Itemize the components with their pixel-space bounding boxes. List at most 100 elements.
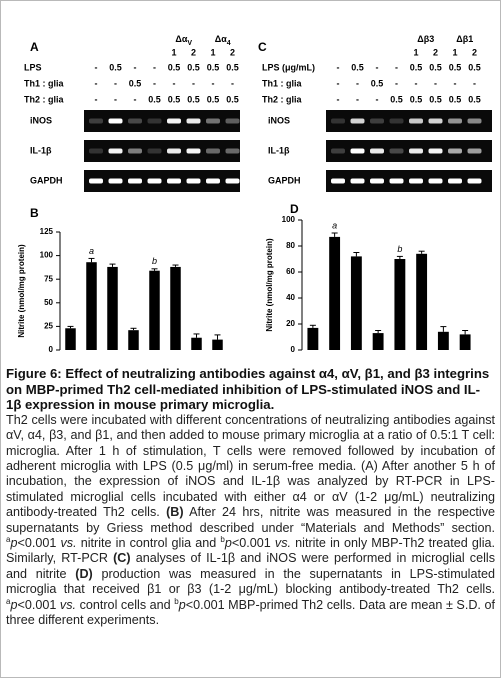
bar bbox=[107, 266, 118, 350]
caption-text: p bbox=[224, 536, 232, 551]
row-label: Th1 : glia bbox=[24, 78, 64, 88]
gel-band bbox=[167, 118, 181, 124]
gel bbox=[84, 110, 240, 132]
gel-band bbox=[225, 118, 240, 124]
y-tick-label: 0 bbox=[291, 345, 296, 354]
gel-band bbox=[108, 148, 123, 154]
gel-band bbox=[108, 178, 123, 184]
caption-text: a bbox=[6, 596, 11, 606]
y-tick-label: 100 bbox=[40, 251, 54, 260]
cell: 0.5 bbox=[449, 62, 462, 72]
gel-band bbox=[389, 118, 404, 124]
caption-text: vs. bbox=[60, 536, 77, 551]
lane-number: 1 bbox=[171, 47, 176, 57]
cell: 0.5 bbox=[468, 62, 481, 72]
group-label: 4 bbox=[227, 40, 231, 47]
caption-text: p bbox=[178, 597, 186, 612]
gel-band bbox=[428, 148, 443, 154]
gel-band bbox=[350, 118, 365, 124]
gel-band bbox=[128, 178, 142, 184]
bar-label: a bbox=[332, 220, 337, 230]
cell: 0.5 bbox=[187, 94, 200, 104]
gel-band bbox=[147, 148, 162, 154]
row-label: Th1 : glia bbox=[262, 78, 302, 88]
cell: - bbox=[134, 94, 137, 104]
gel-band bbox=[186, 118, 201, 124]
cell: - bbox=[337, 78, 340, 88]
caption-title: Figure 6: Effect of neutralizing antibod… bbox=[6, 366, 490, 413]
gel-band bbox=[350, 148, 365, 154]
gene-label: iNOS bbox=[268, 115, 290, 125]
cell: 0.5 bbox=[148, 94, 161, 104]
group-label: Δβ3 bbox=[417, 34, 434, 44]
cell: - bbox=[134, 62, 137, 72]
gel-band bbox=[428, 178, 443, 184]
gel-band bbox=[147, 118, 162, 124]
bar bbox=[437, 331, 449, 350]
caption-text: nitrite in only MBP-Th2 treated glia. Si… bbox=[6, 536, 496, 566]
group-label: Δα bbox=[175, 34, 187, 44]
cell: - bbox=[114, 94, 117, 104]
cell: - bbox=[356, 94, 359, 104]
panel-label: C bbox=[258, 40, 267, 54]
gel-band bbox=[409, 178, 423, 184]
group-label: ΔαV bbox=[175, 34, 192, 47]
gel-band bbox=[448, 148, 462, 154]
gel-band bbox=[370, 118, 384, 124]
bar bbox=[307, 327, 319, 350]
cell: - bbox=[356, 78, 359, 88]
cell: 0.5 bbox=[109, 62, 122, 72]
caption-text: <0.001 bbox=[231, 536, 271, 551]
bar-label: a bbox=[89, 246, 94, 256]
gel-band bbox=[186, 148, 201, 154]
cell: 0.5 bbox=[207, 94, 220, 104]
gene-label: IL-1β bbox=[268, 145, 290, 155]
cell: - bbox=[231, 78, 234, 88]
gene-label: GAPDH bbox=[268, 175, 301, 185]
cell: - bbox=[173, 78, 176, 88]
cell: - bbox=[153, 78, 156, 88]
gene-label: IL-1β bbox=[30, 145, 52, 155]
lane-number: 1 bbox=[210, 47, 215, 57]
panel-label: D bbox=[290, 202, 299, 216]
y-axis-label: Nitrite (nmol/mg protein) bbox=[17, 244, 26, 338]
caption-text: p bbox=[10, 536, 18, 551]
cell: - bbox=[337, 94, 340, 104]
gel-band bbox=[467, 148, 482, 154]
caption-text: vs. bbox=[59, 597, 76, 612]
gel-band bbox=[167, 148, 181, 154]
bar bbox=[416, 253, 428, 350]
cell: - bbox=[434, 78, 437, 88]
y-tick-label: 125 bbox=[40, 227, 54, 236]
caption-text: Th2 cells were incubated with different … bbox=[6, 412, 495, 520]
cell: 0.5 bbox=[226, 62, 239, 72]
group-label: Δβ3 bbox=[417, 34, 434, 44]
lane-number: 2 bbox=[433, 47, 438, 57]
gel-band bbox=[409, 118, 423, 124]
gel-band bbox=[370, 178, 384, 184]
gel-band bbox=[206, 118, 220, 124]
cell: - bbox=[415, 78, 418, 88]
gel-band bbox=[89, 178, 103, 184]
lane-number: 2 bbox=[191, 47, 196, 57]
bar bbox=[191, 337, 202, 350]
cell: 0.5 bbox=[410, 94, 423, 104]
gel-band bbox=[128, 118, 142, 124]
cell: 0.5 bbox=[168, 94, 181, 104]
cell: 0.5 bbox=[371, 78, 384, 88]
caption-text: control cells and bbox=[79, 597, 171, 612]
lane-number: 2 bbox=[472, 47, 477, 57]
gel-band bbox=[225, 148, 240, 154]
cell: - bbox=[95, 78, 98, 88]
gene-label: iNOS bbox=[30, 115, 52, 125]
y-tick-label: 0 bbox=[49, 345, 54, 354]
caption-text: a bbox=[6, 534, 11, 544]
cell: 0.5 bbox=[351, 62, 364, 72]
gel-band bbox=[128, 148, 142, 154]
cell: - bbox=[376, 94, 379, 104]
gel bbox=[84, 140, 240, 162]
cell: 0.5 bbox=[187, 62, 200, 72]
bar bbox=[170, 266, 181, 350]
gel-band bbox=[448, 178, 462, 184]
